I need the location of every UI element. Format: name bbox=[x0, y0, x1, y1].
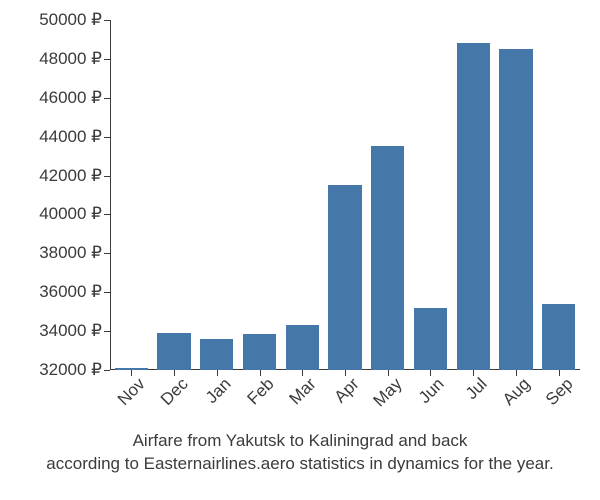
y-tick-mark bbox=[104, 292, 110, 293]
x-tick-label: Nov bbox=[110, 370, 150, 410]
y-tick-mark bbox=[104, 98, 110, 99]
y-tick-label: 32000 ₽ bbox=[39, 360, 110, 380]
y-tick-label: 44000 ₽ bbox=[39, 127, 110, 147]
y-tick-label: 50000 ₽ bbox=[39, 10, 110, 30]
x-tick-label: Sep bbox=[537, 370, 577, 410]
bar bbox=[457, 43, 490, 370]
y-tick-mark bbox=[104, 370, 110, 371]
x-tick-label: Aug bbox=[495, 370, 535, 410]
bar bbox=[542, 304, 575, 370]
x-tick-label: Jan bbox=[197, 370, 235, 408]
y-tick-mark bbox=[104, 137, 110, 138]
x-tick-label: Mar bbox=[282, 370, 321, 409]
y-tick-mark bbox=[104, 59, 110, 60]
chart-caption: Airfare from Yakutsk to Kaliningrad and … bbox=[0, 430, 600, 476]
y-axis-line bbox=[110, 20, 111, 370]
bar bbox=[328, 185, 361, 370]
bar bbox=[200, 339, 233, 370]
y-tick-mark bbox=[104, 331, 110, 332]
y-tick-label: 46000 ₽ bbox=[39, 88, 110, 108]
y-tick-mark bbox=[104, 253, 110, 254]
bar bbox=[371, 146, 404, 370]
x-tick-label: Jul bbox=[458, 370, 492, 404]
x-tick-label: Dec bbox=[153, 370, 193, 410]
bar bbox=[157, 333, 190, 370]
y-tick-label: 34000 ₽ bbox=[39, 321, 110, 341]
x-tick-label: May bbox=[365, 370, 406, 411]
airfare-bar-chart: 32000 ₽ 34000 ₽ 36000 ₽ 38000 ₽ 40000 ₽ 42000… bbox=[0, 0, 600, 500]
y-tick-mark bbox=[104, 214, 110, 215]
y-tick-mark bbox=[104, 20, 110, 21]
bar bbox=[286, 325, 319, 370]
x-tick-label: Apr bbox=[326, 370, 363, 407]
caption-line-2: according to Easternairlines.aero statis… bbox=[46, 454, 553, 473]
y-tick-label: 38000 ₽ bbox=[39, 243, 110, 263]
x-tick-label: Feb bbox=[239, 370, 278, 409]
y-tick-mark bbox=[104, 176, 110, 177]
y-tick-label: 42000 ₽ bbox=[39, 166, 110, 186]
x-tick-label: Jun bbox=[411, 370, 449, 408]
bar bbox=[243, 334, 276, 370]
y-tick-label: 36000 ₽ bbox=[39, 282, 110, 302]
y-tick-label: 48000 ₽ bbox=[39, 49, 110, 69]
bar bbox=[499, 49, 532, 370]
caption-line-1: Airfare from Yakutsk to Kaliningrad and … bbox=[133, 431, 468, 450]
plot-area: 32000 ₽34000 ₽36000 ₽38000 ₽40000 ₽42000… bbox=[110, 20, 580, 370]
y-tick-label: 40000 ₽ bbox=[39, 204, 110, 224]
bar bbox=[414, 308, 447, 370]
